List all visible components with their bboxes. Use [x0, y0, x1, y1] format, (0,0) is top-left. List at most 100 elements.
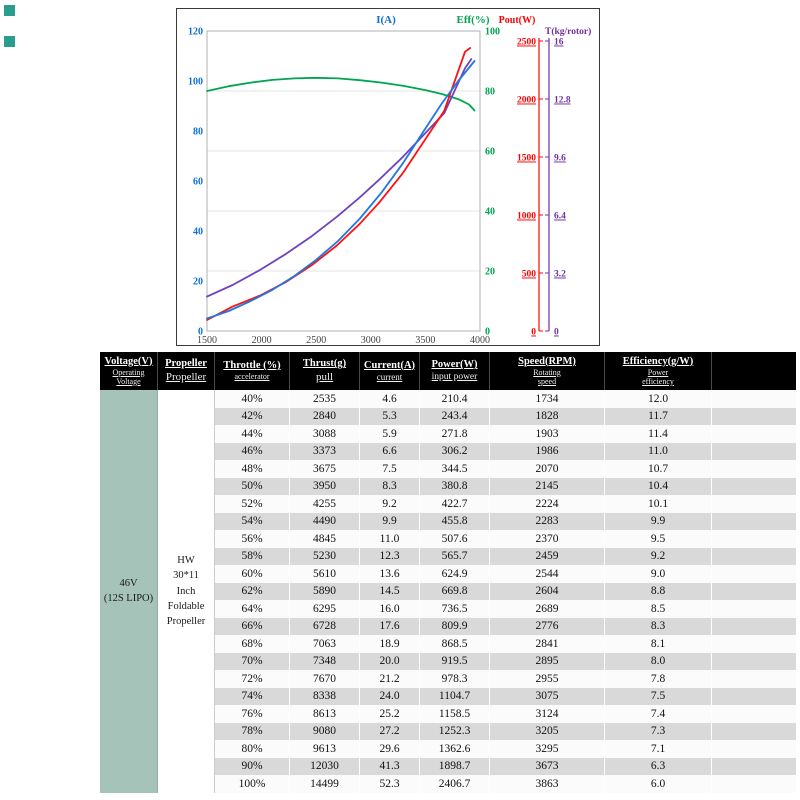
header-cell-throttle: Throttle (%) accelerator: [215, 352, 290, 390]
cell-thrust: 7063: [290, 635, 360, 653]
header-cell-propeller: Propeller Propeller: [158, 352, 215, 390]
cell-power: 422.7: [420, 495, 490, 513]
svg-text:0: 0: [198, 327, 203, 338]
cell-speed: 2776: [490, 617, 605, 635]
cell-power: 565.7: [420, 547, 490, 565]
cell-thrust: 8613: [290, 705, 360, 723]
cell-current: 5.9: [360, 425, 420, 443]
cell-power: 809.9: [420, 617, 490, 635]
cell-thrust: 3950: [290, 477, 360, 495]
cell-current: 21.2: [360, 670, 420, 688]
cell-current: 18.9: [360, 635, 420, 653]
cell-efficiency: 8.0: [605, 652, 712, 670]
cell-throttle: 54%: [215, 512, 290, 530]
svg-text:6.4: 6.4: [554, 212, 566, 222]
cell-power: 306.2: [420, 442, 490, 460]
propeller-cell: HW 30*11 Inch Foldable Propeller: [158, 390, 215, 793]
cell-throttle: 44%: [215, 425, 290, 443]
voltage-cell: 46V (12S LIPO): [100, 390, 158, 793]
cell-speed: 3295: [490, 740, 605, 758]
header-main-label: Propeller: [165, 358, 207, 370]
cell-current: 25.2: [360, 705, 420, 723]
cell-power: 736.5: [420, 600, 490, 618]
cell-filler: [712, 670, 796, 688]
cell-efficiency: 11.7: [605, 407, 712, 425]
cell-current: 27.2: [360, 722, 420, 740]
svg-text:500: 500: [522, 270, 537, 280]
cell-speed: 3075: [490, 687, 605, 705]
cell-throttle: 66%: [215, 617, 290, 635]
header-main-label: Thrust(g): [302, 358, 347, 370]
cell-throttle: 76%: [215, 705, 290, 723]
cell-power: 455.8: [420, 512, 490, 530]
cell-power: 1898.7: [420, 757, 490, 775]
cell-speed: 2459: [490, 547, 605, 565]
header-main-label: Voltage(V): [104, 355, 153, 367]
cell-filler: [712, 758, 796, 776]
svg-text:0: 0: [554, 328, 559, 338]
header-cell-speed: Speed(RPM) Rotating speed: [490, 352, 605, 390]
table-row: 54% 4490 9.9 455.8 2283 9.9: [215, 512, 796, 530]
cell-efficiency: 6.0: [605, 775, 712, 793]
cell-filler: [712, 635, 796, 653]
cell-thrust: 4845: [290, 530, 360, 548]
table-row: 76% 8613 25.2 1158.5 3124 7.4: [215, 705, 796, 723]
cell-filler: [712, 600, 796, 618]
cell-power: 210.4: [420, 390, 490, 408]
cell-thrust: 7348: [290, 652, 360, 670]
cell-efficiency: 7.3: [605, 722, 712, 740]
cell-efficiency: 6.3: [605, 757, 712, 775]
motor-performance-chart: 1500 2000 2500 3000 3500 4000 0 20 40 60 80 100 120 0…: [176, 8, 600, 346]
cell-throttle: 56%: [215, 530, 290, 548]
cell-efficiency: 8.1: [605, 635, 712, 653]
svg-text:20: 20: [485, 267, 495, 278]
table-row: 62% 5890 14.5 669.8 2604 8.8: [215, 582, 796, 600]
cell-filler: [712, 688, 796, 706]
cell-efficiency: 9.9: [605, 512, 712, 530]
cell-current: 16.0: [360, 600, 420, 618]
svg-text:2500: 2500: [306, 335, 326, 345]
cell-speed: 2370: [490, 530, 605, 548]
cell-speed: 3205: [490, 722, 605, 740]
cell-filler: [712, 775, 796, 793]
cell-power: 1252.3: [420, 722, 490, 740]
svg-text:3.2: 3.2: [554, 270, 566, 280]
cell-current: 20.0: [360, 652, 420, 670]
cell-thrust: 2535: [290, 390, 360, 408]
header-sub-label: Rotating speed: [533, 367, 561, 386]
cell-thrust: 4490: [290, 512, 360, 530]
cell-speed: 2544: [490, 565, 605, 583]
table-row: 90% 12030 41.3 1898.7 3673 6.3: [215, 757, 796, 776]
corner-marker: [4, 36, 15, 47]
table-row: 58% 5230 12.3 565.7 2459 9.2: [215, 547, 796, 565]
cell-power: 1362.6: [420, 740, 490, 758]
cell-efficiency: 7.8: [605, 670, 712, 688]
cell-throttle: 90%: [215, 757, 290, 775]
svg-text:0: 0: [531, 328, 536, 338]
cell-thrust: 14499: [290, 775, 360, 793]
table-body: 46V (12S LIPO) HW 30*11 Inch Foldable Propel…: [100, 390, 796, 793]
cell-filler: [712, 495, 796, 513]
cell-throttle: 42%: [215, 407, 290, 425]
cell-thrust: 2840: [290, 407, 360, 425]
cell-thrust: 9080: [290, 722, 360, 740]
table-row: 48% 3675 7.5 344.5 2070 10.7: [215, 460, 796, 478]
cell-throttle: 70%: [215, 652, 290, 670]
cell-speed: 3863: [490, 775, 605, 793]
cell-power: 868.5: [420, 635, 490, 653]
cell-thrust: 8338: [290, 687, 360, 705]
cell-filler: [712, 530, 796, 548]
header-cell-voltage: Voltage(V) Operating Voltage: [100, 352, 158, 390]
table-row: 68% 7063 18.9 868.5 2841 8.1: [215, 635, 796, 653]
header-cell-efficiency: Efficiency(g/W) Power efficiency: [605, 352, 712, 390]
cell-speed: 2689: [490, 600, 605, 618]
table-row: 50% 3950 8.3 380.8 2145 10.4: [215, 477, 796, 495]
header-cell-filler: [712, 352, 796, 390]
cell-speed: 2955: [490, 670, 605, 688]
svg-text:80: 80: [485, 87, 495, 98]
cell-thrust: 6728: [290, 617, 360, 635]
cell-speed: 2224: [490, 495, 605, 513]
header-sub-label: Propeller: [165, 371, 207, 384]
table-row: 66% 6728 17.6 809.9 2776 8.3: [215, 617, 796, 635]
cell-current: 41.3: [360, 757, 420, 775]
